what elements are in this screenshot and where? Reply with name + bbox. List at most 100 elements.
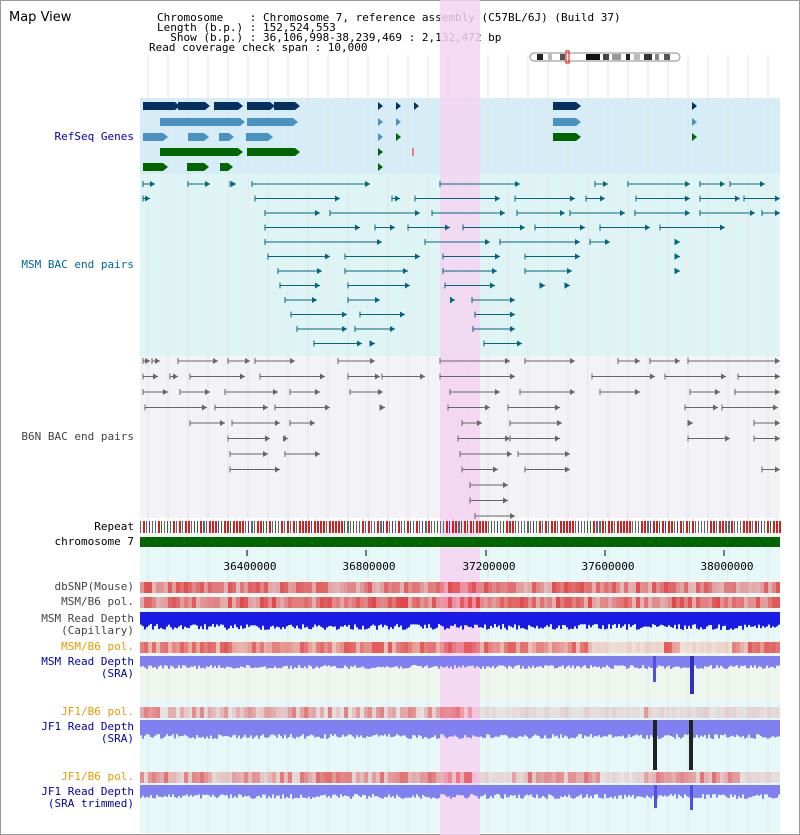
msm-b6-pol-sra-cell xyxy=(704,642,708,653)
b6n-bac-pair-end-arrow xyxy=(713,404,718,411)
msm-capillary-depth-bar xyxy=(362,612,364,626)
track-label-dbsnp[interactable]: dbSNP(Mouse) xyxy=(54,580,134,593)
jf1-sra-depth-bar xyxy=(370,720,372,737)
jf1-sra-depth-bar xyxy=(236,720,238,739)
msm-capillary-depth-bar xyxy=(628,612,630,625)
jf1-trimmed-depth-bar xyxy=(340,785,342,795)
jf1-trimmed-depth-bar xyxy=(486,785,488,799)
track-label-b6n-bac[interactable]: B6N BAC end pairs xyxy=(21,430,134,443)
dbsnp-cell xyxy=(172,582,176,593)
msm-b6-pol-cell xyxy=(452,597,456,608)
msm-b6-pol-sra-cell xyxy=(572,642,576,653)
jf1-sra-depth-bar xyxy=(330,720,332,735)
msm-b6-pol-sra-cell xyxy=(748,642,752,653)
msm-capillary-depth-bar xyxy=(386,612,388,626)
msm-b6-pol-cell xyxy=(596,597,600,608)
msm-capillary-depth-bar xyxy=(702,612,704,630)
jf1-sra-depth-bar xyxy=(600,720,602,738)
jf1-b6-pol-2-cell xyxy=(520,772,524,783)
repeat-element xyxy=(650,521,651,533)
msm-b6-pol-sra-cell xyxy=(716,642,720,653)
jf1-sra-depth-bar xyxy=(582,720,584,739)
track-label-msm-depth-capillary[interactable]: MSM Read Depth xyxy=(41,612,134,625)
jf1-b6-pol-2-cell xyxy=(708,772,712,783)
jf1-b6-pol-cell xyxy=(408,707,412,718)
msm-capillary-depth-bar xyxy=(202,612,204,630)
msm-sra-depth-bar xyxy=(398,656,400,669)
jf1-sra-depth-bar xyxy=(556,720,558,736)
dbsnp-cell xyxy=(380,582,384,593)
msm-capillary-depth-bar xyxy=(500,612,502,630)
msm-capillary-depth-bar xyxy=(224,612,226,628)
jf1-trimmed-depth-bar xyxy=(492,785,494,799)
repeat-element xyxy=(770,521,771,533)
msm-bac-pair-end-arrow xyxy=(450,297,455,303)
repeat-element xyxy=(773,521,775,533)
msm-b6-pol-cell xyxy=(416,597,420,608)
msm-sra-depth-bar xyxy=(476,656,478,667)
track-label-refseq[interactable]: RefSeq Genes xyxy=(54,130,134,143)
track-label-jf1-depth-trimmed[interactable]: JF1 Read Depth xyxy=(41,785,134,798)
msm-capillary-depth-bar xyxy=(710,612,712,625)
repeat-element xyxy=(518,521,519,533)
msm-sra-depth-bar xyxy=(736,656,738,666)
msm-capillary-depth-bar xyxy=(432,612,434,630)
msm-b6-pol-cell xyxy=(492,597,496,608)
b6n-bac-pair-end-arrow xyxy=(378,389,383,395)
track-label-msm-depth-sra[interactable]: MSM Read Depth xyxy=(41,655,134,668)
repeat-element xyxy=(455,521,457,533)
msm-capillary-depth-bar xyxy=(170,612,172,628)
track-label-jf1-b6-pol[interactable]: JF1/B6 pol. xyxy=(61,705,134,718)
repeat-element xyxy=(173,521,175,533)
repeat-element xyxy=(257,521,259,533)
msm-capillary-depth-bar xyxy=(390,612,392,628)
jf1-trimmed-depth-bar xyxy=(528,785,530,796)
repeat-element xyxy=(197,521,198,533)
jf1-sra-depth-bar xyxy=(232,720,234,736)
repeat-element xyxy=(752,521,753,533)
msm-b6-pol-cell xyxy=(436,597,440,608)
msm-sra-depth-bar xyxy=(198,656,200,666)
dbsnp-cell xyxy=(376,582,380,593)
msm-capillary-depth-bar xyxy=(724,612,726,626)
msm-b6-pol-cell xyxy=(372,597,376,608)
track-label-msm-b6-pol-sra[interactable]: MSM/B6 pol. xyxy=(61,640,134,653)
msm-bac-pair-end-arrow xyxy=(750,210,755,216)
track-label-msm-bac[interactable]: MSM BAC end pairs xyxy=(21,258,134,271)
msm-b6-pol-sra-cell xyxy=(736,642,740,653)
jf1-sra-depth-bar xyxy=(156,720,158,735)
msm-sra-depth-bar xyxy=(356,656,358,668)
jf1-trimmed-depth-bar xyxy=(312,785,314,798)
track-label-msm-b6-pol[interactable]: MSM/B6 pol. xyxy=(61,595,134,608)
msm-sra-depth-bar xyxy=(218,656,220,666)
jf1-sra-depth-bar xyxy=(770,720,772,738)
msm-capillary-depth-bar xyxy=(620,612,622,628)
gene-marker xyxy=(378,133,383,141)
msm-b6-pol-cell xyxy=(160,597,164,608)
jf1-b6-pol-cell xyxy=(476,707,480,718)
jf1-sra-depth-bar xyxy=(434,720,436,736)
jf1-b6-pol-2-cell xyxy=(572,772,576,783)
jf1-trimmed-depth-bar xyxy=(152,785,154,799)
track-label-jf1-depth-sra[interactable]: JF1 Read Depth xyxy=(41,720,134,733)
jf1-sra-depth-bar xyxy=(640,720,642,735)
b6n-bac-pair-end-arrow xyxy=(510,513,515,519)
msm-b6-pol-cell xyxy=(344,597,348,608)
repeat-element xyxy=(386,521,388,533)
jf1-sra-depth-bar xyxy=(696,720,698,735)
track-label-jf1-b6-pol-2[interactable]: JF1/B6 pol. xyxy=(61,770,134,783)
b6n-bac-pair-end-arrow xyxy=(505,358,510,364)
jf1-sra-depth-bar xyxy=(680,720,682,739)
gene-strand-arrow xyxy=(228,163,233,171)
jf1-sra-depth-bar xyxy=(176,720,178,735)
track-label-repeat[interactable]: Repeat xyxy=(94,520,134,533)
jf1-b6-pol-2-cell xyxy=(560,772,564,783)
msm-capillary-depth-bar xyxy=(590,612,592,628)
jf1-sra-depth-bar xyxy=(476,720,478,737)
msm-sra-depth-bar xyxy=(376,656,378,668)
msm-sra-depth-bar xyxy=(196,656,198,669)
jf1-trimmed-depth-bar xyxy=(426,785,428,798)
jf1-sra-depth-bar xyxy=(316,720,318,737)
dbsnp-cell xyxy=(456,582,460,593)
